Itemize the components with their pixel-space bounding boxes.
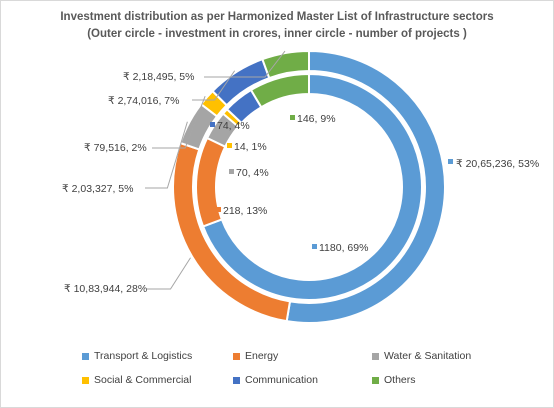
outer-label-others: ₹ 2,18,495, 5%	[123, 71, 194, 83]
outer-label-energy: ₹ 10,83,944, 28%	[64, 283, 147, 295]
outer-marker-transport-logistics	[448, 159, 453, 164]
inner-label-communication: 74, 4%	[217, 120, 250, 132]
leader-line-social-commercial	[152, 95, 206, 149]
leader-line-others	[204, 50, 286, 78]
leader-line-communication	[192, 70, 236, 101]
chart-title-line1: Investment distribution as per Harmonize…	[60, 11, 494, 23]
outer-label-transport-logistics: ₹ 20,65,236, 53%	[456, 158, 539, 170]
inner-marker-communication	[210, 122, 215, 127]
outer-label-social-commercial: ₹ 79,516, 2%	[84, 142, 147, 154]
inner-marker-water-sanitation	[229, 169, 234, 174]
inner-slice-energy	[195, 136, 227, 228]
inner-marker-energy	[216, 207, 221, 212]
inner-slice-others	[249, 72, 310, 109]
outer-slice-others	[261, 49, 310, 80]
inner-label-transport-logistics: 1180, 69%	[319, 242, 368, 254]
inner-marker-transport-logistics	[312, 244, 317, 249]
outer-label-communication: ₹ 2,74,016, 7%	[108, 95, 179, 107]
inner-label-water-sanitation: 70, 4%	[236, 167, 269, 179]
inner-label-energy: 218, 13%	[223, 205, 267, 217]
leader-line-water-sanitation	[145, 121, 188, 189]
inner-marker-others	[290, 115, 295, 120]
inner-slice-transport-logistics	[201, 72, 423, 301]
leader-line-energy	[147, 257, 191, 290]
inner-marker-social-commercial	[227, 143, 232, 148]
inner-label-others: 146, 9%	[297, 113, 336, 125]
outer-label-water-sanitation: ₹ 2,03,327, 5%	[62, 183, 133, 195]
chart-title-line2: (Outer circle - investment in crores, in…	[87, 28, 467, 40]
inner-label-social-commercial: 14, 1%	[234, 141, 267, 153]
chart-title: Investment distribution as per Harmonize…	[0, 9, 554, 43]
